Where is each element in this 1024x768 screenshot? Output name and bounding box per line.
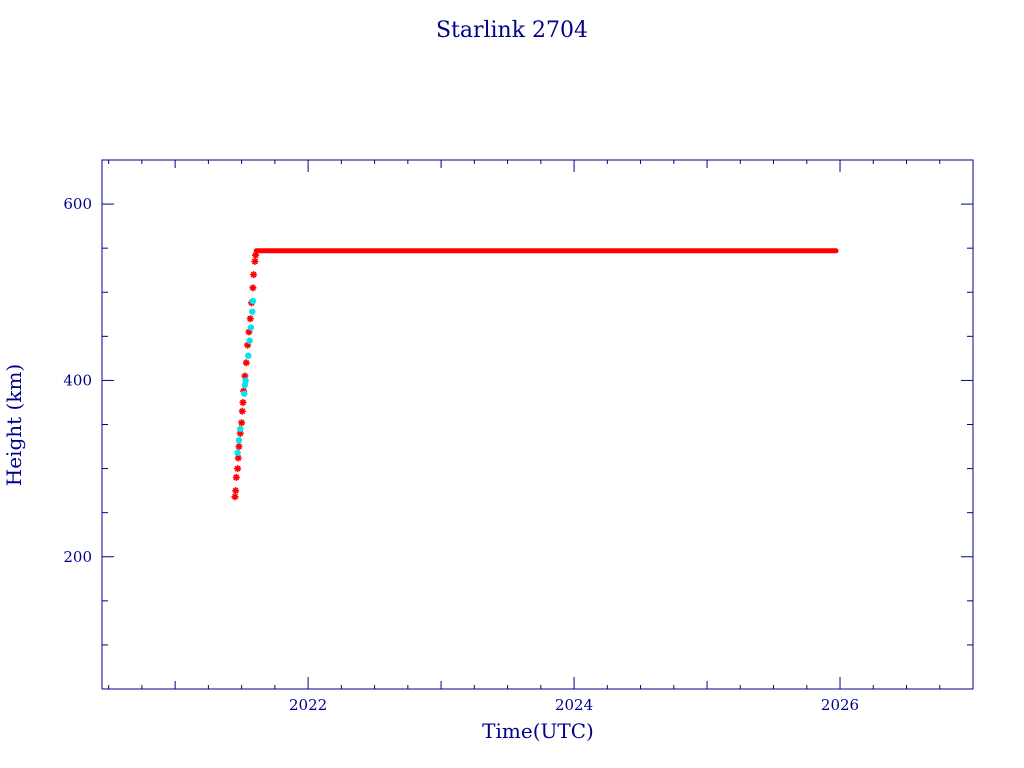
data-point <box>242 359 250 367</box>
data-point <box>237 425 244 433</box>
data-point <box>235 443 243 451</box>
data-point <box>245 352 252 359</box>
data-point <box>249 297 257 305</box>
data-point <box>250 271 258 279</box>
plot-frame <box>101 159 974 690</box>
data-point <box>251 257 259 265</box>
x-tick-label: 2022 <box>289 696 327 714</box>
x-tick-label: 2024 <box>555 696 593 714</box>
x-axis-label: Time(UTC) <box>482 719 594 743</box>
x-tick-label: 2026 <box>821 696 859 714</box>
data-point <box>234 465 242 473</box>
data-point <box>238 407 246 415</box>
data-point <box>234 454 242 462</box>
data-point <box>246 315 254 323</box>
tick-labels: 200 400 600 2022 2024 2026 <box>63 195 859 714</box>
data-point <box>239 398 247 406</box>
data-point <box>244 341 252 349</box>
data-point <box>241 390 248 397</box>
data-point <box>231 493 239 501</box>
data-point <box>246 337 253 344</box>
chart-title: Starlink 2704 <box>436 18 588 43</box>
y-axis-label: Height (km) <box>2 364 26 486</box>
data-point <box>249 284 257 292</box>
data-point <box>247 324 255 331</box>
data-point <box>252 251 260 259</box>
y-tick-label: 200 <box>63 548 92 566</box>
data-marks <box>231 248 839 501</box>
data-point <box>242 377 249 384</box>
data-point <box>232 487 240 495</box>
data-point <box>236 429 244 437</box>
axis-ticks <box>102 159 974 689</box>
data-point <box>238 419 246 427</box>
data-point <box>241 372 249 380</box>
y-tick-label: 400 <box>63 371 92 389</box>
y-tick-label: 600 <box>63 195 92 213</box>
data-point <box>249 308 256 315</box>
data-point <box>232 473 240 481</box>
data-point <box>245 328 253 336</box>
data-point <box>235 437 243 444</box>
data-point <box>234 449 241 456</box>
